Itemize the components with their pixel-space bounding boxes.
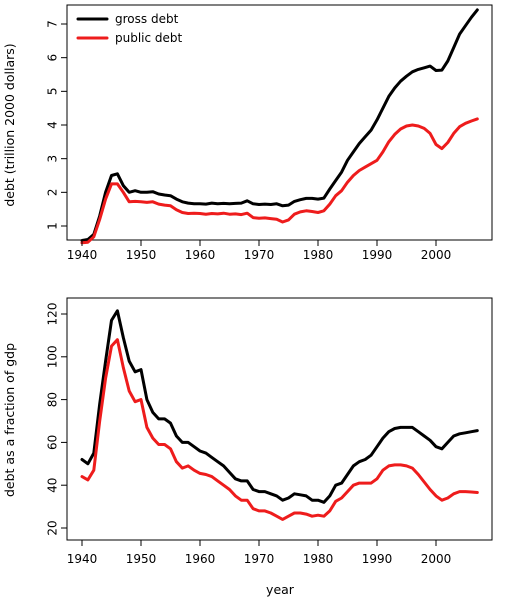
x-tick-label: 1940 — [67, 552, 98, 566]
x-axis-label-year: year — [266, 582, 295, 597]
x-tick-label: 1970 — [244, 248, 275, 262]
x-tick-label: 1940 — [67, 248, 98, 262]
x-tick-label: 1960 — [185, 248, 216, 262]
legend-label-public-debt: public debt — [115, 31, 183, 45]
y-tick-label: 100 — [46, 345, 60, 368]
x-tick-label: 2000 — [421, 552, 452, 566]
legend-label-gross-debt: gross debt — [115, 12, 179, 26]
x-tick-label: 1990 — [362, 552, 393, 566]
y-tick-label: 80 — [46, 392, 60, 407]
y-tick-label: 5 — [46, 88, 60, 96]
bottom-x-axis: 1940 1950 1960 1970 1980 1990 2000 — [67, 540, 452, 566]
y-tick-label: 1 — [46, 222, 60, 230]
y-tick-label: 20 — [46, 520, 60, 535]
bottom-chart: 1940 1950 1960 1970 1980 1990 2000 20 40 60 80 100… — [2, 297, 493, 597]
top-chart: 1940 1950 1960 1970 1980 1990 2000 1 2 3 4 5 6 7 deb… — [2, 4, 493, 262]
top-y-axis: 1 2 3 4 5 6 7 — [46, 20, 67, 230]
top-series-line-public-debt — [80, 117, 479, 245]
y-tick-label: 60 — [46, 435, 60, 450]
x-tick-label: 2000 — [421, 248, 452, 262]
bottom-series-line-gross-debt — [80, 309, 479, 504]
bottom-series-line-public-debt — [80, 338, 479, 521]
y-tick-label: 120 — [46, 303, 60, 326]
y-tick-label: 2 — [46, 189, 60, 197]
y-tick-label: 4 — [46, 121, 60, 129]
top-series-line-gross-debt — [80, 8, 479, 242]
x-tick-label: 1950 — [126, 552, 157, 566]
bottom-y-axis-label: debt as a fraction of gdp — [2, 343, 17, 497]
y-tick-label: 3 — [46, 155, 60, 163]
bottom-plot-frame — [66, 297, 493, 541]
top-plot-frame — [66, 4, 493, 241]
y-tick-label: 6 — [46, 54, 60, 62]
bottom-y-axis: 20 40 60 80 100 120 — [46, 303, 67, 536]
y-tick-label: 7 — [46, 20, 60, 28]
x-tick-label: 1950 — [126, 248, 157, 262]
bottom-chart-marks — [80, 309, 479, 521]
top-y-axis-label: debt (trillion 2000 dollars) — [2, 43, 17, 206]
x-tick-label: 1960 — [185, 552, 216, 566]
top-chart-marks — [80, 8, 479, 245]
x-tick-label: 1980 — [303, 248, 334, 262]
x-tick-label: 1970 — [244, 552, 275, 566]
x-tick-label: 1990 — [362, 248, 393, 262]
top-x-axis: 1940 1950 1960 1970 1980 1990 2000 — [67, 240, 452, 262]
legend: gross debt public debt — [76, 12, 183, 45]
x-tick-label: 1980 — [303, 552, 334, 566]
y-tick-label: 40 — [46, 478, 60, 493]
